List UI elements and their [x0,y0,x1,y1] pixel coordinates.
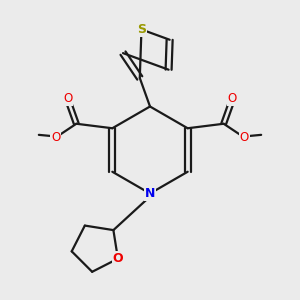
Text: O: O [51,131,61,144]
Text: O: O [239,131,249,144]
Text: N: N [145,187,155,200]
Text: S: S [137,23,146,36]
Text: O: O [63,92,73,105]
Text: O: O [227,92,237,105]
Text: O: O [112,252,123,265]
